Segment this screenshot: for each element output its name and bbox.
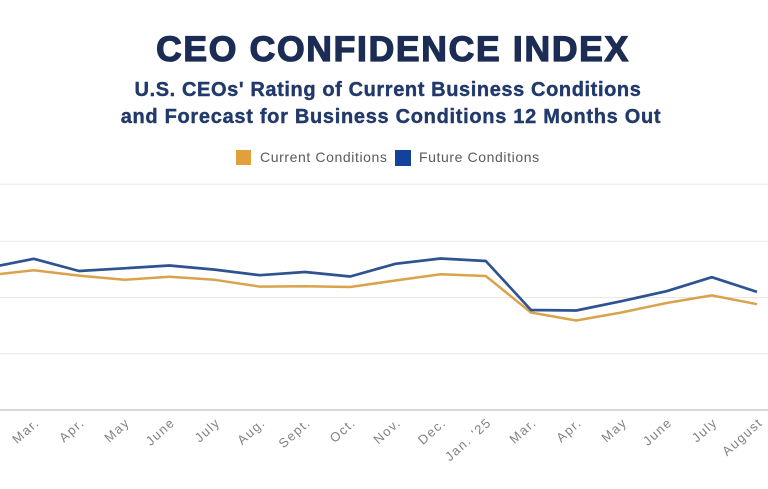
svg-text:Sept.: Sept. xyxy=(276,415,314,451)
svg-text:Mar.: Mar. xyxy=(9,415,42,447)
svg-text:July: July xyxy=(689,415,721,445)
svg-text:Mar.: Mar. xyxy=(506,415,539,447)
svg-text:July: July xyxy=(192,415,224,445)
svg-text:June: June xyxy=(143,415,178,449)
svg-text:August: August xyxy=(719,415,766,459)
svg-text:Oct.: Oct. xyxy=(327,415,359,446)
svg-text:Apr.: Apr. xyxy=(553,415,585,446)
svg-text:Nov.: Nov. xyxy=(370,415,404,447)
svg-text:Dec.: Dec. xyxy=(415,415,449,448)
svg-text:May: May xyxy=(101,415,133,445)
svg-text:May: May xyxy=(598,415,630,445)
svg-text:Aug.: Aug. xyxy=(234,415,268,448)
svg-text:Apr.: Apr. xyxy=(56,415,88,446)
svg-text:Jan. ’25: Jan. ’25 xyxy=(442,415,495,464)
svg-text:June: June xyxy=(640,415,675,449)
